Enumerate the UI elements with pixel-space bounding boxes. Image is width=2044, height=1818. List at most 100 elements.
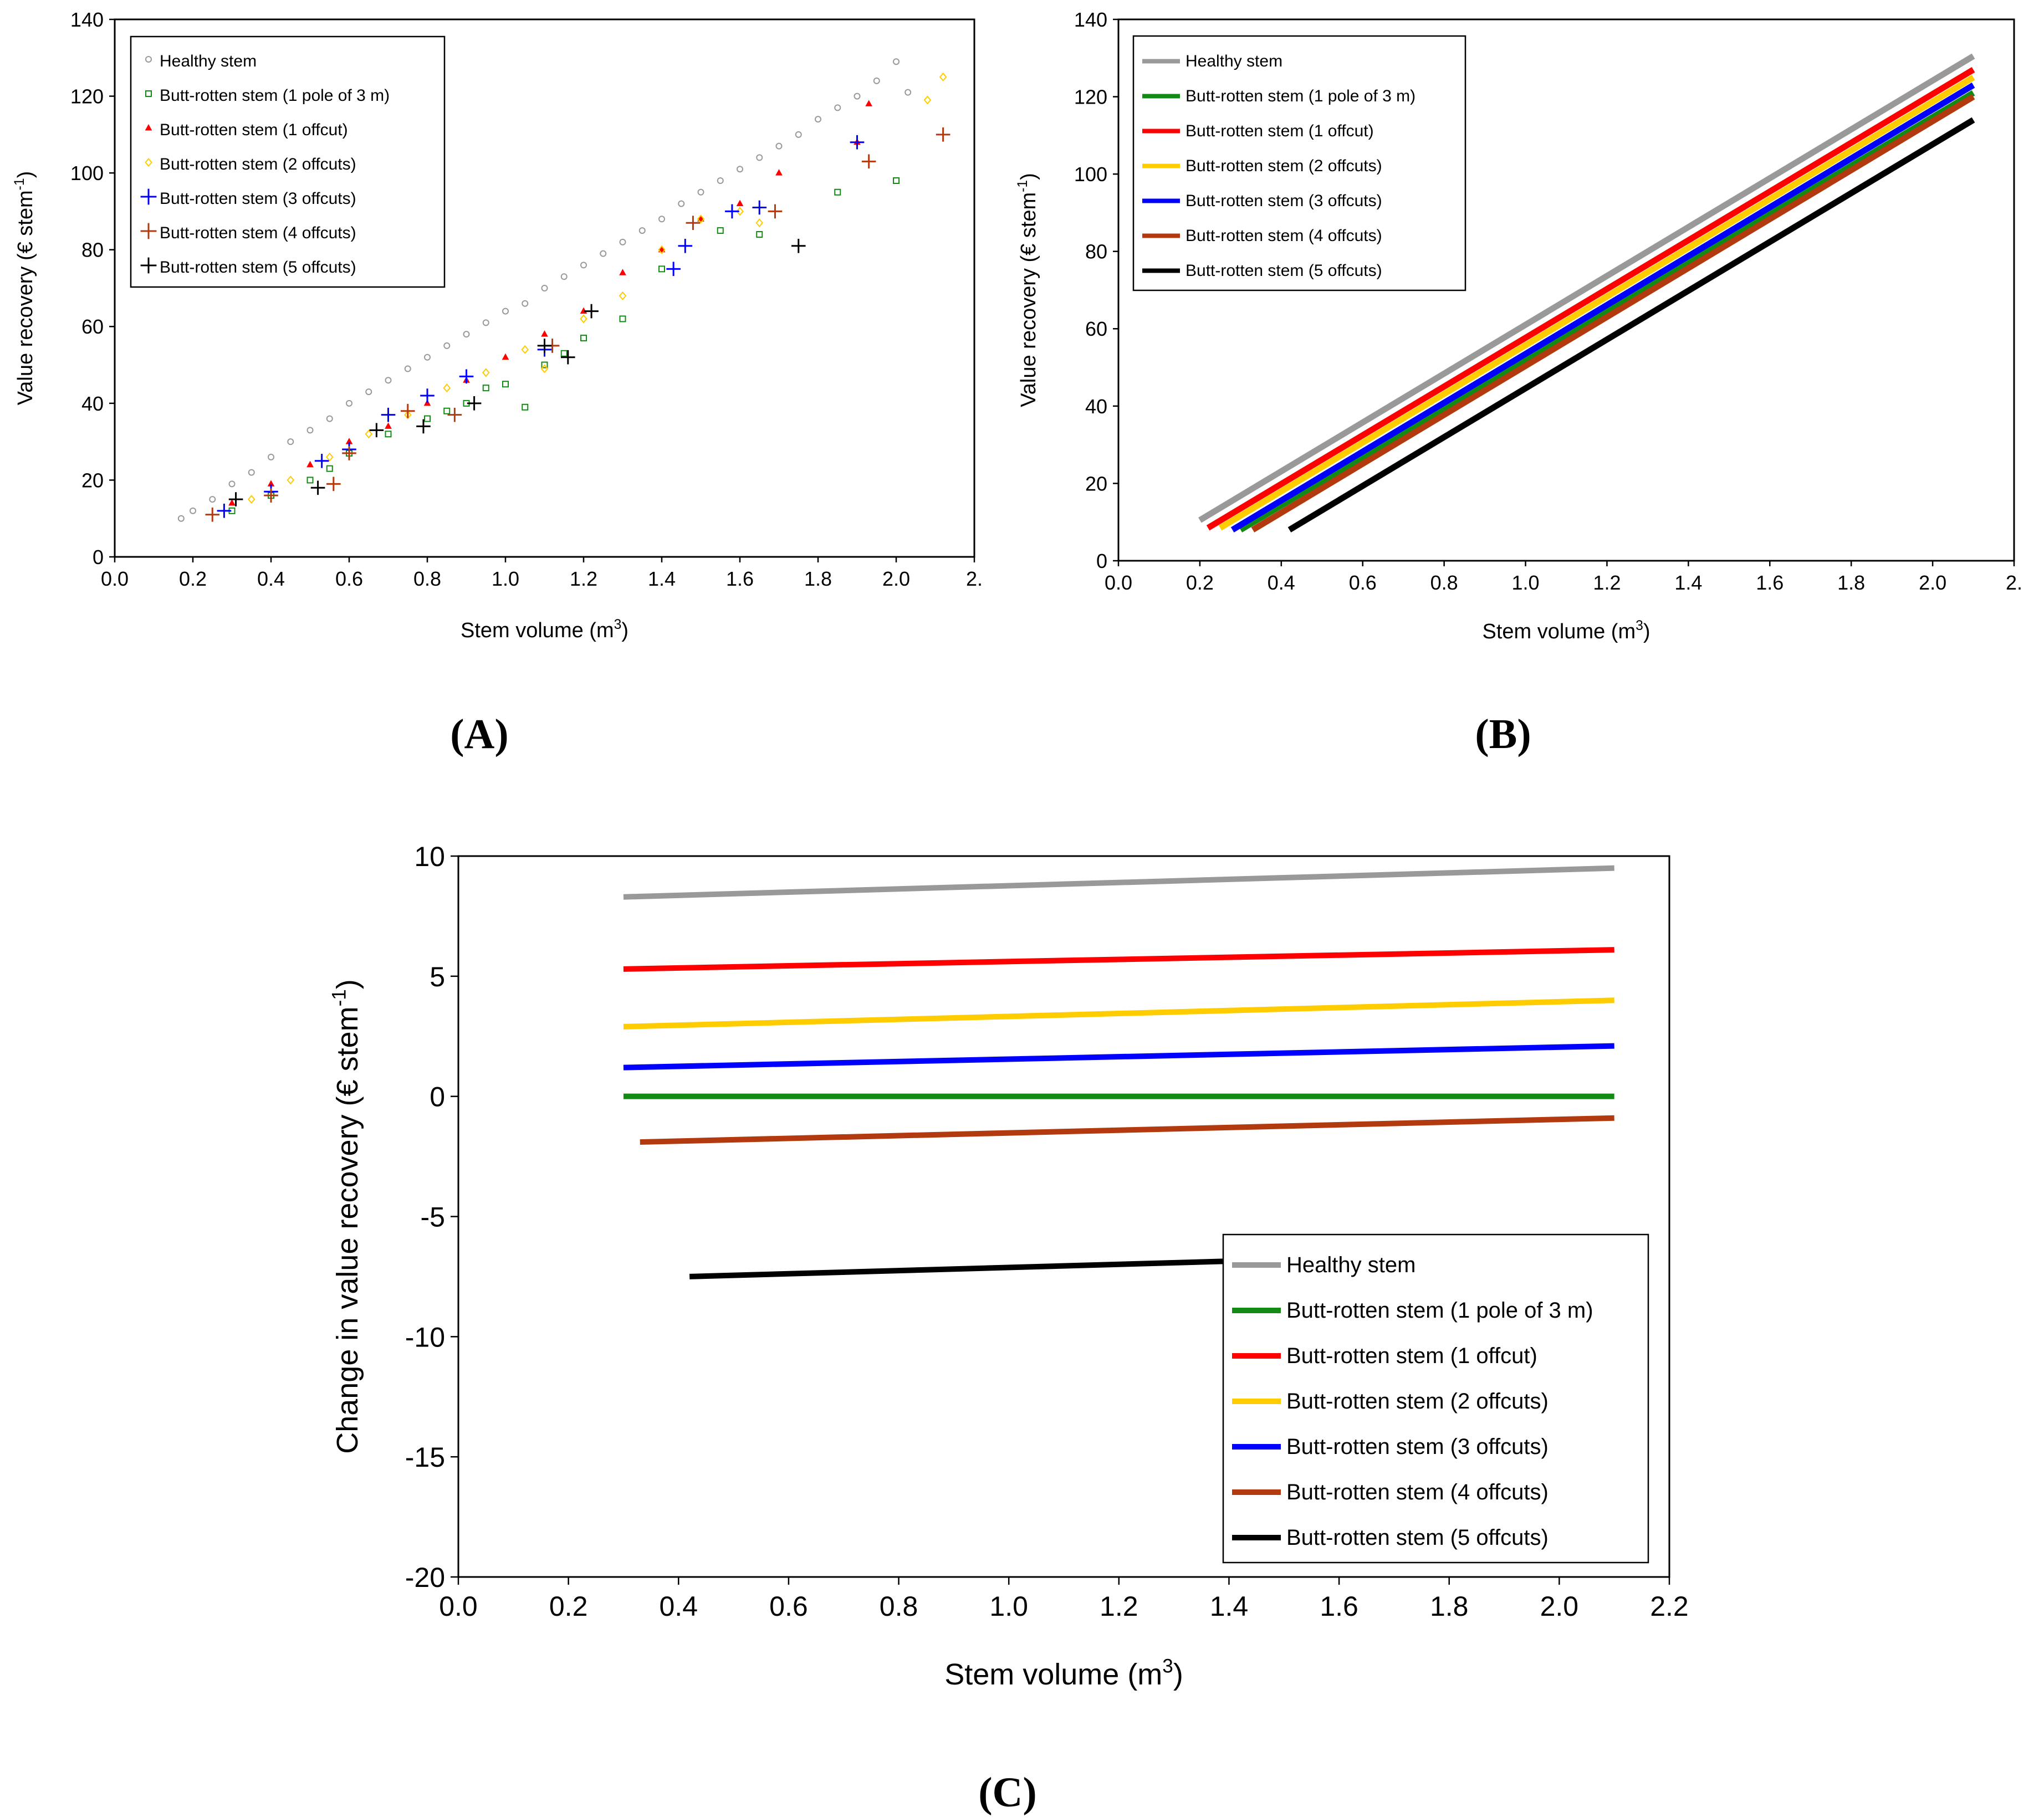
data-point [443,407,451,414]
x-tick-label: 2.0 [1919,571,1946,594]
series-line [1287,117,1975,532]
data-point [775,169,783,176]
data-point [580,335,587,342]
y-axis-label-text: Change in value recovery (€ stem [331,1006,364,1453]
data-point [314,453,329,468]
y-axis-label: Value recovery (€ stem-1) [1015,173,1040,407]
legend-item: Butt-rotten stem (1 pole of 3 m) [145,86,390,105]
plot-frame [114,18,975,558]
series-0 [1198,53,1975,523]
data-point [217,504,232,518]
data-point [755,218,764,228]
y-axis-label: Change in value recovery (€ stem-1) [328,979,364,1454]
series-line [1206,67,1975,531]
data-point [248,469,255,476]
legend-item: Healthy stem [1232,1253,1416,1277]
data-point [561,350,575,365]
x-tick-label: 1.8 [1430,1591,1469,1622]
y-tick-label: 60 [81,315,104,338]
data-point [736,199,744,207]
x-tick-label: 1.6 [1756,571,1784,594]
legend-marker [145,56,152,63]
data-point [775,142,783,150]
x-tick-label: 0.4 [1268,571,1295,594]
series-line [1239,90,1975,532]
panel-label: (C) [978,1769,1037,1816]
data-point [717,177,724,184]
data-point [923,95,932,105]
legend: Healthy stem Butt-rotten stem (1 pole of … [1132,35,1466,291]
legend-item: Healthy stem [145,52,257,70]
data-point [540,364,549,373]
data-point [541,285,548,291]
data-point [541,361,548,368]
data-point [385,377,392,384]
series-5 [640,1115,1614,1145]
y-tick-label: 0 [430,1082,445,1113]
legend-item: Butt-rotten stem (1 offcut) [145,121,348,139]
legend-label: Butt-rotten stem (2 offcuts) [1185,157,1382,175]
legend-label: Butt-rotten stem (1 offcut) [160,121,348,139]
x-tick-label: 0.2 [179,567,207,590]
x-tick-label: 1.0 [492,567,519,590]
data-point [502,308,509,315]
data-point [325,452,334,462]
x-axis-label-text: Stem volume (m [1482,620,1636,643]
x-tick-label: 2.0 [1540,1591,1579,1622]
data-point [752,200,767,215]
y-tick-label: -5 [421,1202,445,1233]
x-tick-label: 2. [2006,571,2022,594]
data-point [443,383,451,393]
series-line [1198,53,1975,523]
data-point [854,93,861,100]
legend-label: Healthy stem [1286,1253,1416,1277]
data-point [638,227,646,234]
y-tick-label: -15 [405,1442,445,1473]
y-tick-label: 120 [70,85,104,108]
data-point [815,116,821,123]
data-point [381,407,396,422]
data-point [737,166,743,173]
data-point [264,488,278,503]
data-point [247,495,256,504]
legend-item: Butt-rotten stem (1 offcut) [1232,1344,1537,1368]
series-line [623,1043,1614,1071]
legend-label: Healthy stem [1185,52,1282,70]
data-point [424,354,431,361]
data-point [619,291,627,300]
series-2 [623,947,1614,972]
series-line [623,865,1614,900]
x-tick-label: 0.8 [413,567,441,590]
y-axis-label-sup: -1 [12,178,27,190]
data-point [834,188,841,196]
series-line [1251,94,1975,532]
series-1 [1239,90,1975,532]
data-point [306,477,314,484]
data-point [791,238,806,253]
x-tick-label: 1.4 [1210,1591,1249,1622]
y-tick-label: -10 [405,1322,445,1353]
data-point [893,177,900,184]
data-point [482,368,490,377]
y-tick-label: 80 [81,239,104,262]
data-point [521,345,529,354]
data-point [447,407,462,422]
y-tick-label: 0 [1096,550,1107,572]
data-point [686,216,701,231]
x-tick-label: 1.4 [1674,571,1702,594]
data-point [459,369,474,384]
data-point [482,319,489,326]
y-tick-label: 20 [81,469,104,491]
series-line [623,947,1614,972]
data-point [905,89,912,96]
x-tick-label: 0.0 [439,1591,478,1622]
y-tick-label: 120 [1074,86,1107,109]
chart-panel-c: 0.0 0.2 0.4 0.6 0.8 1.0 1.2 1.4 1.6 1.8 2.0 2.2 -20 -… [328,841,1688,1816]
x-tick-label: 1.0 [1512,571,1540,594]
series-3 [1218,74,1975,531]
data-point [619,315,626,322]
y-axis-label-end: ) [331,979,364,989]
legend-label: Butt-rotten stem (1 pole of 3 m) [160,86,390,105]
data-point [228,499,236,506]
y-axis-label: Value recovery (€ stem-1) [12,171,37,406]
